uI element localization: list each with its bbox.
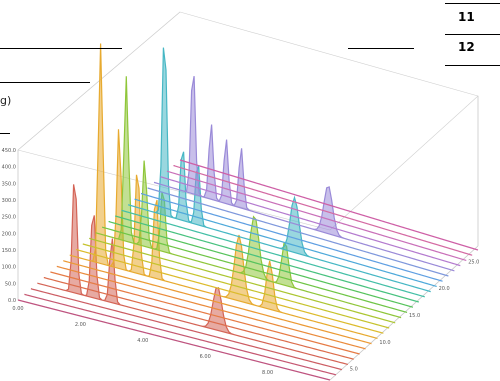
z-tick-label-5: 25.0	[468, 259, 479, 265]
z-tick-label-3: 15.0	[409, 313, 420, 319]
x-tick-label-2: 2.00	[75, 322, 86, 328]
row-number-11: 11	[458, 10, 475, 24]
series-8	[134, 198, 437, 287]
series-23	[37, 184, 348, 365]
table-rule-mid	[445, 34, 500, 35]
series-12	[108, 221, 414, 308]
top-right-rule-1	[348, 48, 414, 49]
top-left-rule	[0, 48, 122, 49]
series-22	[43, 277, 354, 360]
series-6	[147, 187, 449, 277]
left-text-fragment: g)	[0, 94, 12, 107]
series-17	[76, 249, 384, 334]
x-tick-label-4: 6.00	[200, 354, 211, 360]
table-rule-bottom	[445, 65, 500, 66]
back-wall	[17, 11, 479, 231]
series-7	[140, 193, 443, 282]
series-15	[89, 237, 396, 324]
series-24	[30, 288, 342, 371]
z-tick-label-4: 20.0	[439, 286, 450, 292]
row-number-12: 12	[458, 40, 475, 54]
series-4	[160, 176, 461, 267]
y-tick-label-3: 100.0	[2, 265, 16, 271]
mid-left-rule	[0, 82, 90, 83]
floor-right-edge	[329, 245, 479, 381]
series-1	[179, 159, 479, 251]
z-tick-label-1: 5.0	[350, 367, 358, 373]
series-5	[153, 75, 455, 272]
series-21	[50, 271, 360, 355]
series-26	[17, 299, 331, 381]
series-16	[82, 243, 390, 329]
y-tick-label-6: 250.0	[2, 215, 16, 221]
series-10	[121, 209, 425, 298]
x-tick-label-5: 8.00	[262, 370, 273, 376]
y-tick-label-10: 450.0	[2, 148, 16, 154]
series-19	[63, 260, 372, 345]
y-tick-label-9: 400.0	[2, 165, 16, 171]
table-rule-top	[445, 3, 500, 4]
y-tick-label-7: 300.0	[2, 198, 16, 204]
left-top-edge	[17, 11, 181, 151]
series-13	[102, 226, 408, 313]
x-tick-label-3: 4.00	[137, 338, 148, 344]
z-tick-label-2: 10.0	[379, 340, 390, 346]
small-left-rule	[0, 133, 10, 134]
y-tick-label-8: 350.0	[2, 181, 16, 187]
series-11	[115, 215, 419, 303]
y-tick-label-1: 0.0	[8, 298, 16, 304]
series-18	[69, 43, 378, 339]
series-20	[56, 265, 366, 350]
series-14	[95, 76, 402, 319]
y-tick-label-2: 50.0	[5, 281, 16, 287]
series-2	[173, 165, 473, 256]
y-tick-label-4: 150.0	[2, 248, 16, 254]
x-tick-label-1: 0.00	[12, 306, 23, 312]
series-3	[166, 170, 467, 261]
series-25	[24, 293, 337, 376]
y-tick-label-5: 200.0	[2, 231, 16, 237]
